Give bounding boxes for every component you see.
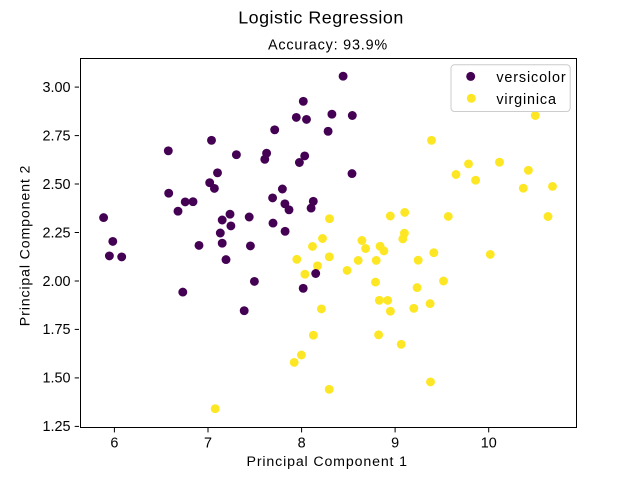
svg-text:8: 8: [298, 436, 306, 452]
svg-text:1.50: 1.50: [42, 371, 70, 387]
svg-text:Principal Component 1: Principal Component 1: [247, 454, 408, 470]
svg-text:6: 6: [110, 436, 118, 452]
svg-text:Principal Component 2: Principal Component 2: [18, 165, 34, 326]
svg-text:Accuracy: 93.9%: Accuracy: 93.9%: [268, 37, 388, 53]
svg-text:2.75: 2.75: [42, 128, 70, 144]
svg-text:2.25: 2.25: [42, 225, 70, 241]
svg-text:10: 10: [481, 436, 497, 452]
svg-text:1.75: 1.75: [42, 322, 70, 338]
svg-text:2.00: 2.00: [42, 274, 70, 290]
svg-text:3.00: 3.00: [42, 80, 70, 96]
svg-text:versicolor: versicolor: [496, 70, 566, 86]
svg-text:9: 9: [391, 436, 399, 452]
svg-text:1.25: 1.25: [42, 419, 70, 435]
svg-text:virginica: virginica: [496, 92, 556, 108]
svg-text:2.50: 2.50: [42, 177, 70, 193]
svg-text:Logistic Regression: Logistic Regression: [238, 8, 404, 28]
svg-text:7: 7: [204, 436, 212, 452]
